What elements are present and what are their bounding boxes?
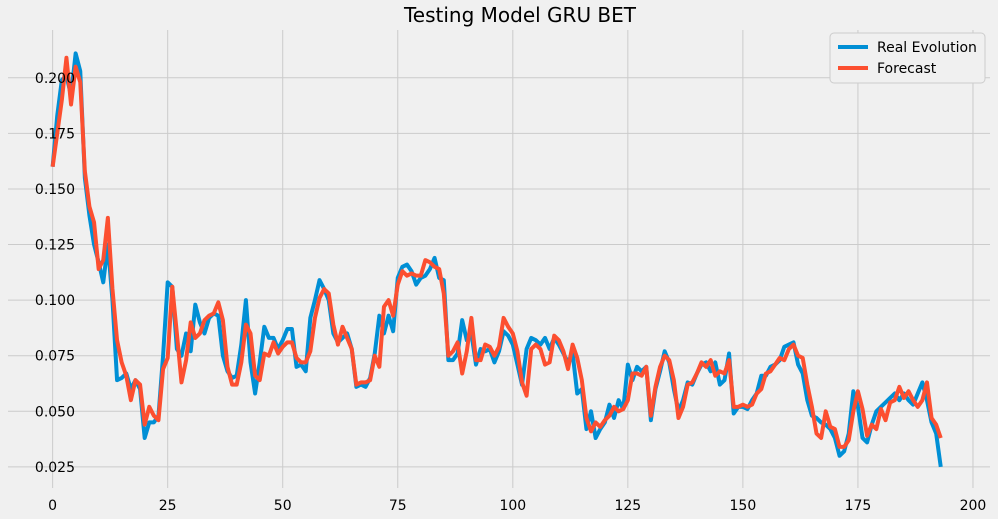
y-tick-label: 0.100 [35, 293, 75, 309]
series-layer [50, 51, 943, 468]
x-tick-label: 200 [960, 498, 987, 514]
x-tick-label: 25 [159, 498, 177, 514]
y-tick-label: 0.200 [35, 71, 75, 87]
x-tick-label: 0 [48, 498, 57, 514]
chart-title: Testing Model GRU BET [403, 3, 637, 27]
x-tick-label: 75 [389, 498, 407, 514]
series-line-forecast [50, 55, 943, 449]
x-tick-label: 100 [499, 498, 526, 514]
y-tick-label: 0.125 [35, 238, 75, 254]
chart-legend: Real Evolution Forecast [829, 32, 986, 84]
x-axis-ticks: 0 25 50 75 100 125 150 175 200 [48, 498, 986, 514]
legend-box [829, 32, 986, 84]
series-line-real-evolution [50, 51, 943, 468]
legend-label-real-evolution: Real Evolution [877, 40, 977, 56]
y-axis-ticks: 0.025 0.050 0.075 0.100 0.125 0.150 0.175 0.200 [35, 71, 75, 476]
y-tick-label: 0.175 [35, 126, 75, 142]
x-tick-label: 150 [730, 498, 757, 514]
y-tick-label: 0.025 [35, 460, 75, 476]
y-tick-label: 0.150 [35, 182, 75, 198]
y-tick-label: 0.050 [35, 404, 75, 420]
x-tick-label: 50 [274, 498, 292, 514]
y-tick-label: 0.075 [35, 349, 75, 365]
x-tick-label: 175 [845, 498, 872, 514]
legend-label-forecast: Forecast [877, 61, 937, 77]
x-tick-label: 125 [614, 498, 641, 514]
